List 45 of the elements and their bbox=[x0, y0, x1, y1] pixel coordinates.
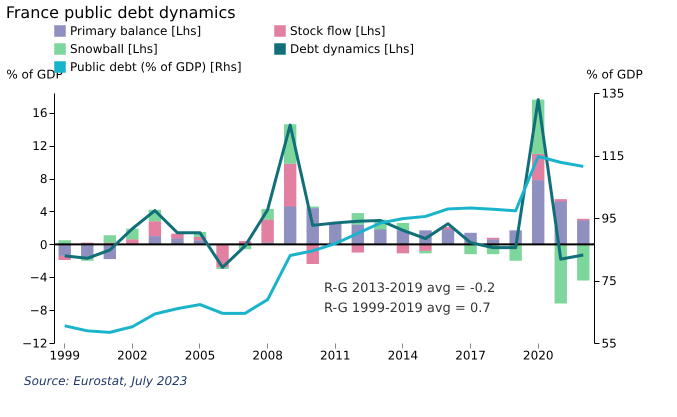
chart-title: France public debt dynamics bbox=[6, 3, 236, 22]
legend-label: Snowball [Lhs] bbox=[70, 42, 158, 56]
bar bbox=[148, 221, 162, 236]
x-tick-label: 2005 bbox=[184, 348, 216, 362]
source-note: Source: Eurostat, July 2023 bbox=[24, 374, 188, 388]
y-tick-label: −12 bbox=[22, 336, 48, 350]
bar bbox=[374, 230, 387, 244]
y-tick-label: 0 bbox=[40, 238, 48, 252]
legend-label: Public debt (% of GDP) [Rhs] bbox=[70, 60, 242, 74]
y-tick-label: 16 bbox=[32, 106, 48, 120]
y2-tick-label: 55 bbox=[602, 336, 617, 350]
y2-tick-label: 95 bbox=[602, 212, 617, 226]
y2-axis-title: % of GDP bbox=[586, 68, 643, 82]
annotation: R-G 2013-2019 avg = -0.2 bbox=[324, 281, 496, 296]
legend-label: Debt dynamics [Lhs] bbox=[290, 42, 414, 56]
bar bbox=[104, 235, 116, 243]
line-series bbox=[63, 154, 585, 334]
y2-tick-label: 115 bbox=[602, 149, 624, 163]
x-tick-label: 2014 bbox=[388, 348, 418, 362]
x-tick-label: 2017 bbox=[455, 348, 486, 362]
x-tick-label: 2002 bbox=[117, 348, 148, 362]
bar bbox=[261, 220, 274, 243]
y-tick-label: 4 bbox=[40, 204, 48, 219]
legend-label: Primary balance [Lhs] bbox=[70, 24, 202, 38]
x-tick-label: 1999 bbox=[49, 348, 80, 362]
bar bbox=[284, 164, 296, 206]
y2-tick-label: 135 bbox=[602, 86, 624, 100]
x-tick-label: 2020 bbox=[522, 348, 554, 362]
bar bbox=[442, 230, 454, 244]
bar bbox=[554, 199, 567, 202]
y-tick-label: −4 bbox=[30, 270, 48, 285]
bar bbox=[577, 220, 590, 244]
bar bbox=[577, 244, 590, 280]
annotation: R-G 1999-2019 avg = 0.7 bbox=[324, 301, 491, 316]
x-tick-label: 2008 bbox=[252, 348, 283, 362]
y-tick-label: 8 bbox=[40, 172, 48, 186]
x-tick-label: 2011 bbox=[320, 348, 351, 362]
y-tick-label: −8 bbox=[30, 304, 48, 318]
legend-label: Stock flow [Lhs] bbox=[290, 24, 386, 38]
bar bbox=[532, 180, 544, 244]
y-tick-label: 12 bbox=[32, 139, 48, 154]
y2-tick-label: 75 bbox=[602, 274, 617, 288]
line-series bbox=[63, 98, 585, 269]
bar bbox=[419, 250, 432, 254]
bar bbox=[284, 206, 296, 244]
